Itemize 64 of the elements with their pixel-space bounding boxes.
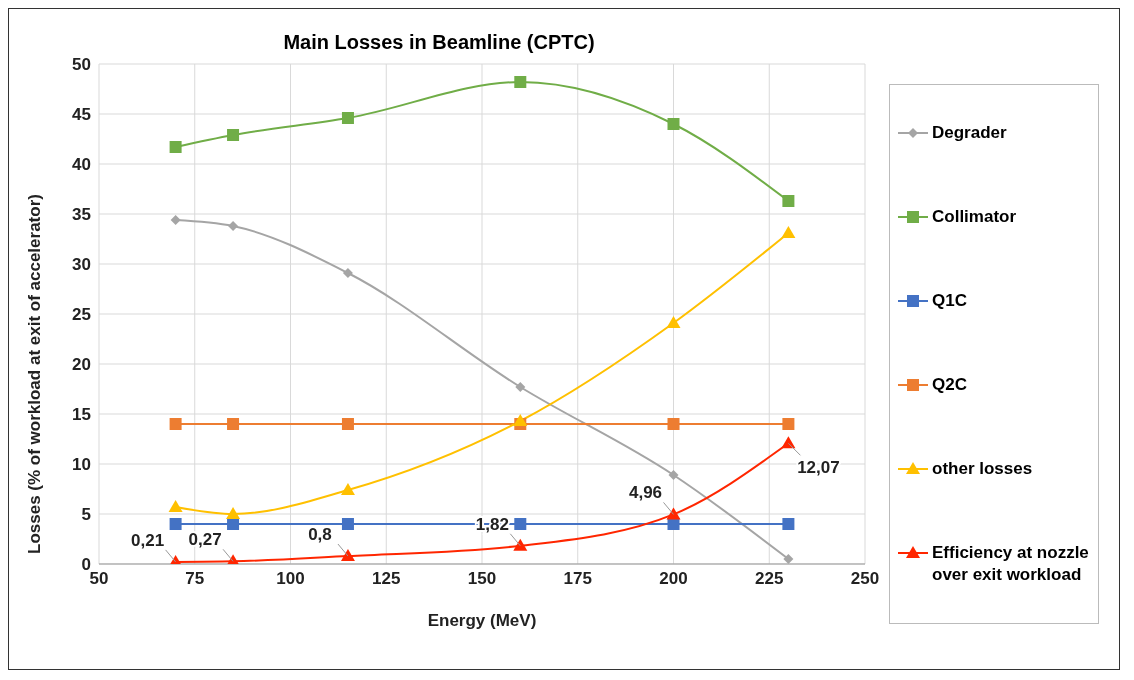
point [515, 382, 526, 392]
legend-label: Q1C [932, 290, 967, 312]
x-tick-label: 75 [185, 569, 205, 589]
x-tick-label: 250 [850, 569, 880, 589]
point [513, 414, 528, 426]
point [341, 112, 354, 124]
y-tick-label: 45 [72, 105, 91, 125]
x-tick-label: 200 [659, 569, 688, 589]
point [667, 518, 680, 530]
point [782, 418, 795, 430]
x-tick-label: 150 [467, 569, 497, 589]
x-tick-label: 100 [276, 569, 305, 589]
data-label: 0,27 [188, 530, 222, 550]
x-axis-title: Energy (MeV) [427, 611, 537, 630]
point [514, 518, 527, 530]
legend-label: Collimator [932, 206, 1017, 228]
point [783, 554, 794, 564]
x-tick-label: 225 [755, 569, 784, 589]
y-tick-label: 25 [72, 305, 91, 325]
x-tick-label: 125 [372, 569, 401, 589]
point [340, 483, 355, 495]
y-tick-label: 20 [72, 355, 91, 375]
point [513, 538, 528, 551]
point [340, 549, 355, 561]
point [666, 316, 681, 328]
point [227, 418, 240, 430]
data-label: 0,21 [131, 530, 165, 550]
chart-title: Main Losses in Beamline (CPTC) [282, 30, 596, 54]
y-tick-label: 10 [72, 455, 91, 475]
y-axis-title: Losses (% of workload at exit of accelerator) [25, 194, 45, 554]
point [226, 507, 241, 519]
data-label: 0,8 [308, 525, 332, 544]
legend-label: other losses [932, 458, 1033, 480]
point [169, 141, 182, 153]
data-label: 4,96 [628, 483, 663, 503]
point [169, 518, 182, 530]
point [227, 129, 240, 141]
point [781, 226, 796, 238]
point [227, 518, 240, 530]
point [667, 118, 680, 130]
data-label: 12,07 [797, 458, 840, 478]
y-tick-label: 5 [81, 505, 91, 525]
y-tick-label: 15 [72, 405, 91, 425]
legend-label: Efficiency at nozzle over exit workload [932, 542, 1090, 586]
point [341, 418, 354, 430]
point [668, 470, 679, 480]
point [170, 215, 181, 225]
point [342, 268, 353, 278]
point [169, 418, 182, 430]
y-tick-label: 40 [72, 155, 91, 175]
legend-label: Degrader [932, 122, 1007, 144]
x-tick-label: 175 [563, 569, 592, 589]
point [782, 518, 795, 530]
legend-label: Q2C [932, 374, 967, 396]
point [168, 500, 183, 512]
y-tick-label: 35 [72, 205, 91, 225]
point [667, 418, 680, 430]
point [341, 518, 354, 530]
y-tick-label: 0 [81, 555, 91, 575]
y-tick-label: 50 [72, 55, 91, 75]
y-tick-label: 30 [72, 255, 91, 275]
point [228, 221, 239, 231]
point [782, 195, 795, 207]
point [514, 76, 527, 88]
